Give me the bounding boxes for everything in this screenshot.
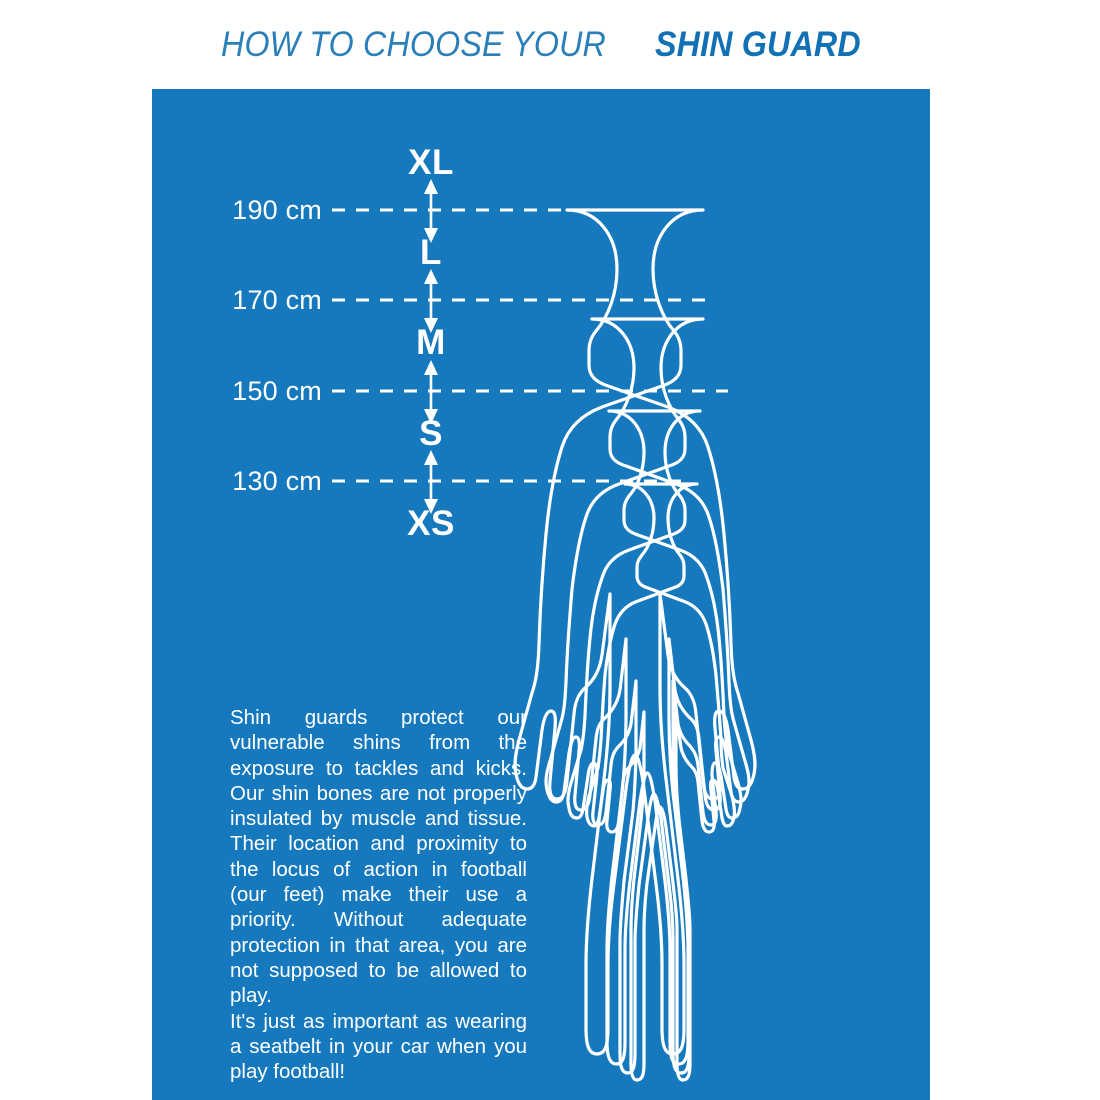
size-scale: XL L M S XS 190 cm 170 cm 150 cm 130 cm <box>152 89 930 1100</box>
size-label-l: L <box>420 233 442 272</box>
description-paragraph-1: Shin guards protect our vulnerable shins… <box>230 706 527 1008</box>
page-title: HOW TO CHOOSE YOUR SHIN GUARD <box>221 27 879 62</box>
scale-lines-group <box>332 179 728 514</box>
height-label-190: 190 cm <box>232 195 322 225</box>
infographic-panel: XL L M S XS 190 cm 170 cm 150 cm 130 cm … <box>152 89 930 1100</box>
page-title-bold: SHIN GUARD <box>655 25 862 64</box>
page-title-light: HOW TO CHOOSE YOUR <box>220 25 606 64</box>
description-block: Shin guards protect our vulnerable shins… <box>230 705 527 1084</box>
size-label-xl: XL <box>408 143 454 182</box>
arrow-m-s <box>424 360 438 424</box>
size-label-m: M <box>416 323 446 362</box>
page-header: HOW TO CHOOSE YOUR SHIN GUARD <box>0 0 1100 89</box>
arrow-s-xs <box>424 450 438 514</box>
size-label-s: S <box>419 414 443 453</box>
description-paragraph-2: It's just as important as wearing a seat… <box>230 1009 527 1084</box>
arrow-l-m <box>424 269 438 333</box>
arrow-xl-l <box>424 179 438 243</box>
size-label-xs: XS <box>407 504 455 543</box>
height-label-130: 130 cm <box>232 466 322 496</box>
height-label-170: 170 cm <box>232 285 322 315</box>
height-label-150: 150 cm <box>232 376 322 406</box>
